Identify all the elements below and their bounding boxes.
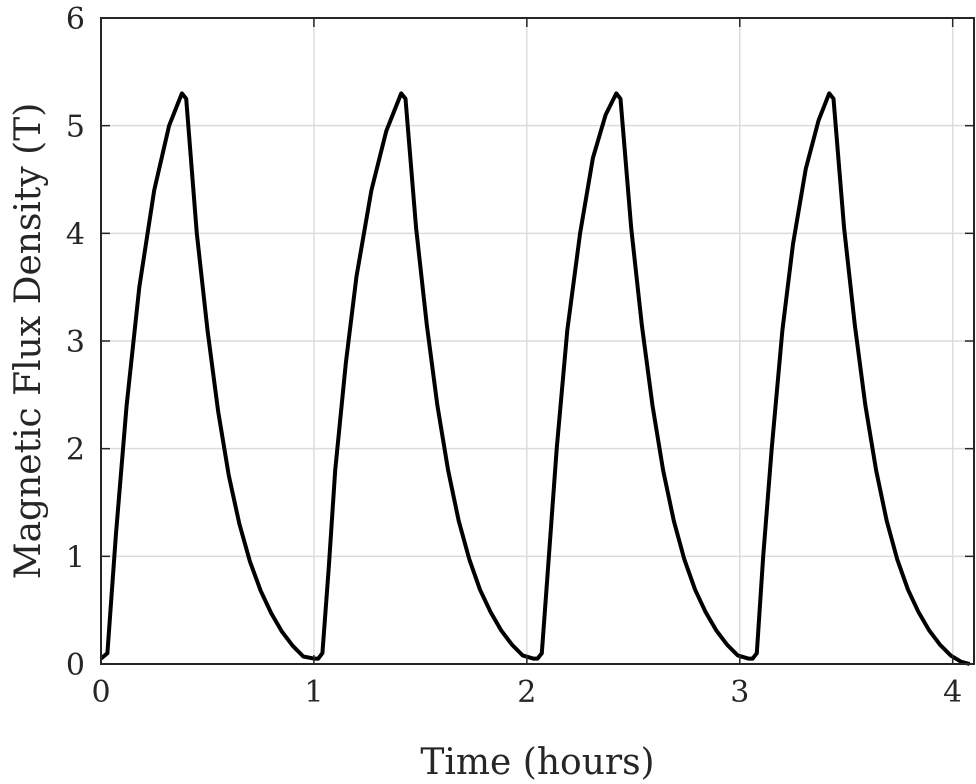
x-tick-label: 4 xyxy=(943,675,962,710)
x-tick-label: 3 xyxy=(730,675,749,710)
y-tick-label: 1 xyxy=(66,540,85,575)
x-tick-label: 2 xyxy=(517,675,536,710)
y-tick-label: 6 xyxy=(66,2,85,37)
x-tick-label: 0 xyxy=(91,675,110,710)
axis-ticks xyxy=(100,17,974,665)
y-tick-label: 5 xyxy=(66,110,85,145)
y-tick-label: 3 xyxy=(66,325,85,360)
y-axis-label: Magnetic Flux Density (T) xyxy=(8,103,49,580)
y-tick-label: 2 xyxy=(66,433,85,468)
series-layer xyxy=(99,91,971,666)
y-tick-label: 4 xyxy=(66,217,85,252)
grid-lines xyxy=(100,17,974,665)
x-tick-label: 1 xyxy=(304,675,323,710)
y-tick-labels: 0 1 2 3 4 5 6 xyxy=(66,2,85,683)
y-tick-label: 0 xyxy=(66,648,85,683)
series-line xyxy=(99,91,971,666)
x-axis-label: Time (hours) xyxy=(420,742,654,783)
x-tick-labels: 0 1 2 3 4 xyxy=(91,675,962,710)
